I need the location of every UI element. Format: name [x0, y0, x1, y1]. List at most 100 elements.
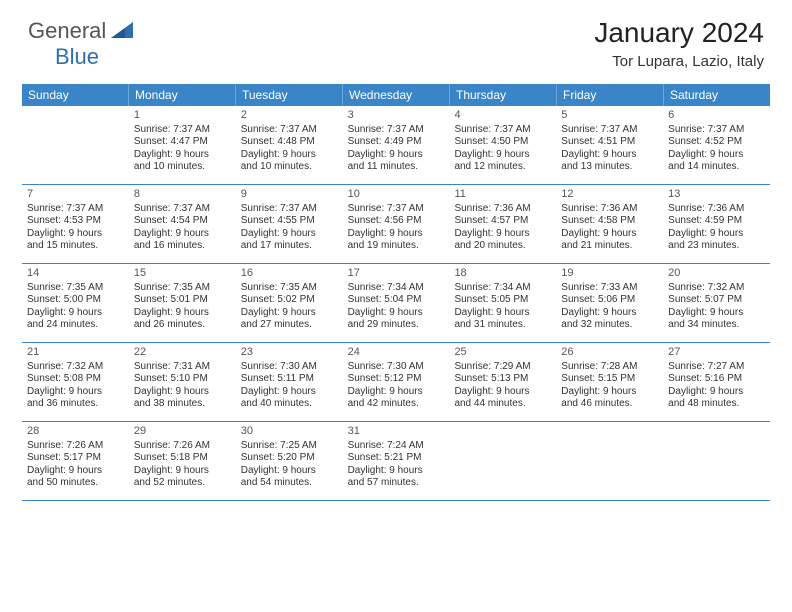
- daylight-text-1: Daylight: 9 hours: [241, 228, 338, 241]
- sunrise-text: Sunrise: 7:37 AM: [668, 124, 765, 137]
- daylight-text-1: Daylight: 9 hours: [348, 465, 445, 478]
- sunrise-text: Sunrise: 7:24 AM: [348, 440, 445, 453]
- day-number: 21: [27, 346, 124, 360]
- brand-logo: General: [28, 18, 135, 44]
- day-number: 27: [668, 346, 765, 360]
- sunset-text: Sunset: 5:15 PM: [561, 373, 658, 386]
- daylight-text-2: and 19 minutes.: [348, 240, 445, 253]
- daylight-text-1: Daylight: 9 hours: [561, 149, 658, 162]
- sunset-text: Sunset: 5:21 PM: [348, 452, 445, 465]
- dayhead-mon: Monday: [129, 84, 236, 106]
- daylight-text-1: Daylight: 9 hours: [134, 149, 231, 162]
- sunset-text: Sunset: 5:12 PM: [348, 373, 445, 386]
- daylight-text-2: and 27 minutes.: [241, 319, 338, 332]
- day-number: 17: [348, 267, 445, 281]
- day-cell: 16Sunrise: 7:35 AMSunset: 5:02 PMDayligh…: [236, 264, 343, 342]
- sunset-text: Sunset: 5:10 PM: [134, 373, 231, 386]
- daylight-text-1: Daylight: 9 hours: [348, 386, 445, 399]
- sunset-text: Sunset: 5:02 PM: [241, 294, 338, 307]
- day-cell: 24Sunrise: 7:30 AMSunset: 5:12 PMDayligh…: [343, 343, 450, 421]
- daylight-text-2: and 34 minutes.: [668, 319, 765, 332]
- sunrise-text: Sunrise: 7:36 AM: [668, 203, 765, 216]
- sunrise-text: Sunrise: 7:34 AM: [454, 282, 551, 295]
- daylight-text-1: Daylight: 9 hours: [561, 228, 658, 241]
- week-row: 7Sunrise: 7:37 AMSunset: 4:53 PMDaylight…: [22, 185, 770, 264]
- daylight-text-1: Daylight: 9 hours: [454, 149, 551, 162]
- day-cell: 7Sunrise: 7:37 AMSunset: 4:53 PMDaylight…: [22, 185, 129, 263]
- day-number: 22: [134, 346, 231, 360]
- daylight-text-1: Daylight: 9 hours: [668, 149, 765, 162]
- sunset-text: Sunset: 4:55 PM: [241, 215, 338, 228]
- day-cell: 15Sunrise: 7:35 AMSunset: 5:01 PMDayligh…: [129, 264, 236, 342]
- daylight-text-2: and 38 minutes.: [134, 398, 231, 411]
- day-number: 16: [241, 267, 338, 281]
- daylight-text-1: Daylight: 9 hours: [134, 386, 231, 399]
- day-cell: 14Sunrise: 7:35 AMSunset: 5:00 PMDayligh…: [22, 264, 129, 342]
- daylight-text-1: Daylight: 9 hours: [454, 386, 551, 399]
- sunrise-text: Sunrise: 7:32 AM: [27, 361, 124, 374]
- day-number: 30: [241, 425, 338, 439]
- day-cell: 8Sunrise: 7:37 AMSunset: 4:54 PMDaylight…: [129, 185, 236, 263]
- daylight-text-1: Daylight: 9 hours: [348, 307, 445, 320]
- day-cell: 11Sunrise: 7:36 AMSunset: 4:57 PMDayligh…: [449, 185, 556, 263]
- daylight-text-1: Daylight: 9 hours: [241, 465, 338, 478]
- daylight-text-1: Daylight: 9 hours: [348, 149, 445, 162]
- daylight-text-2: and 36 minutes.: [27, 398, 124, 411]
- sunset-text: Sunset: 5:20 PM: [241, 452, 338, 465]
- daylight-text-1: Daylight: 9 hours: [668, 307, 765, 320]
- sunrise-text: Sunrise: 7:35 AM: [27, 282, 124, 295]
- sunrise-text: Sunrise: 7:37 AM: [241, 124, 338, 137]
- daylight-text-2: and 12 minutes.: [454, 161, 551, 174]
- day-cell: 5Sunrise: 7:37 AMSunset: 4:51 PMDaylight…: [556, 106, 663, 184]
- sunrise-text: Sunrise: 7:35 AM: [134, 282, 231, 295]
- sunset-text: Sunset: 5:17 PM: [27, 452, 124, 465]
- day-cell: 26Sunrise: 7:28 AMSunset: 5:15 PMDayligh…: [556, 343, 663, 421]
- day-number: 2: [241, 109, 338, 123]
- sunrise-text: Sunrise: 7:37 AM: [561, 124, 658, 137]
- dayhead-sat: Saturday: [664, 84, 770, 106]
- sunset-text: Sunset: 4:50 PM: [454, 136, 551, 149]
- day-number: 25: [454, 346, 551, 360]
- day-number: 3: [348, 109, 445, 123]
- daylight-text-2: and 11 minutes.: [348, 161, 445, 174]
- sunrise-text: Sunrise: 7:34 AM: [348, 282, 445, 295]
- brand-text-general: General: [28, 18, 106, 44]
- daylight-text-1: Daylight: 9 hours: [348, 228, 445, 241]
- day-cell: 4Sunrise: 7:37 AMSunset: 4:50 PMDaylight…: [449, 106, 556, 184]
- sunset-text: Sunset: 4:52 PM: [668, 136, 765, 149]
- daylight-text-1: Daylight: 9 hours: [134, 228, 231, 241]
- sunrise-text: Sunrise: 7:26 AM: [134, 440, 231, 453]
- day-header-row: Sunday Monday Tuesday Wednesday Thursday…: [22, 84, 770, 106]
- sunrise-text: Sunrise: 7:37 AM: [241, 203, 338, 216]
- day-number: 6: [668, 109, 765, 123]
- sunrise-text: Sunrise: 7:28 AM: [561, 361, 658, 374]
- title-block: January 2024 Tor Lupara, Lazio, Italy: [594, 18, 764, 70]
- sunrise-text: Sunrise: 7:33 AM: [561, 282, 658, 295]
- day-number: 14: [27, 267, 124, 281]
- sunrise-text: Sunrise: 7:36 AM: [454, 203, 551, 216]
- daylight-text-1: Daylight: 9 hours: [27, 228, 124, 241]
- sunset-text: Sunset: 4:49 PM: [348, 136, 445, 149]
- daylight-text-1: Daylight: 9 hours: [241, 307, 338, 320]
- weeks-container: 1Sunrise: 7:37 AMSunset: 4:47 PMDaylight…: [22, 106, 770, 501]
- sunrise-text: Sunrise: 7:31 AM: [134, 361, 231, 374]
- day-cell: 2Sunrise: 7:37 AMSunset: 4:48 PMDaylight…: [236, 106, 343, 184]
- triangle-icon: [111, 20, 133, 43]
- daylight-text-2: and 52 minutes.: [134, 477, 231, 490]
- week-row: 1Sunrise: 7:37 AMSunset: 4:47 PMDaylight…: [22, 106, 770, 185]
- sunset-text: Sunset: 4:51 PM: [561, 136, 658, 149]
- sunset-text: Sunset: 4:48 PM: [241, 136, 338, 149]
- sunrise-text: Sunrise: 7:30 AM: [348, 361, 445, 374]
- dayhead-thu: Thursday: [450, 84, 557, 106]
- daylight-text-1: Daylight: 9 hours: [454, 228, 551, 241]
- day-cell: 21Sunrise: 7:32 AMSunset: 5:08 PMDayligh…: [22, 343, 129, 421]
- daylight-text-2: and 48 minutes.: [668, 398, 765, 411]
- daylight-text-2: and 15 minutes.: [27, 240, 124, 253]
- sunrise-text: Sunrise: 7:30 AM: [241, 361, 338, 374]
- day-cell: 12Sunrise: 7:36 AMSunset: 4:58 PMDayligh…: [556, 185, 663, 263]
- day-cell: [22, 106, 129, 184]
- day-cell: [449, 422, 556, 500]
- calendar: Sunday Monday Tuesday Wednesday Thursday…: [22, 84, 770, 501]
- dayhead-wed: Wednesday: [343, 84, 450, 106]
- daylight-text-1: Daylight: 9 hours: [241, 149, 338, 162]
